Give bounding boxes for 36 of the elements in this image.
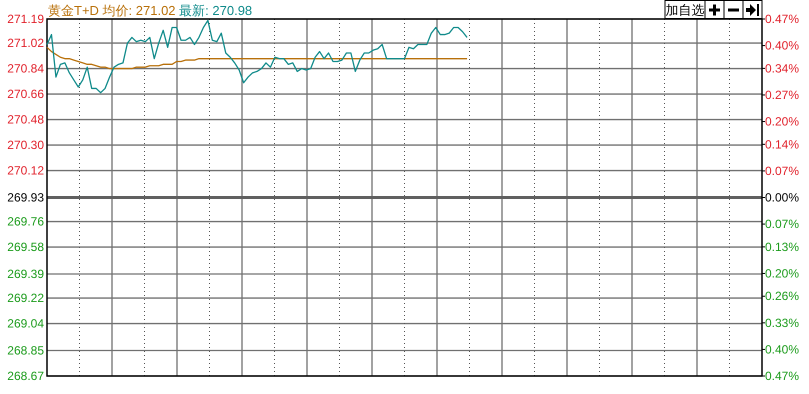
text: 最新: 270.98 bbox=[179, 3, 252, 18]
y-tick-label: 270.12 bbox=[7, 164, 44, 178]
y-tick-label: 269.58 bbox=[7, 240, 44, 254]
chart-title: 黄金T+D bbox=[48, 3, 99, 18]
line-series bbox=[46, 46, 468, 70]
y-tick-label: 269.04 bbox=[7, 316, 44, 331]
y2-tick-label: 0.14% bbox=[765, 137, 800, 152]
y2-tick-label: 0.20% bbox=[765, 266, 800, 280]
y2-tick-label: 0.20% bbox=[765, 114, 800, 129]
y2-tick-label: 0.40% bbox=[765, 342, 800, 356]
text: 加自选 bbox=[666, 2, 704, 18]
y2-tick-label: 0.26% bbox=[765, 289, 800, 304]
line-series bbox=[46, 20, 468, 94]
y-tick-label: 270.66 bbox=[7, 87, 44, 102]
y-tick-label: 271.19 bbox=[7, 12, 44, 26]
y2-tick-label: 0.00% bbox=[765, 190, 800, 204]
y2-tick-label: 0.07% bbox=[765, 217, 800, 232]
y2-tick-label: 0.33% bbox=[765, 316, 800, 330]
y-tick-label: 270.84 bbox=[7, 62, 44, 76]
y2-tick-label: 0.13% bbox=[765, 240, 800, 254]
y-tick-label: 268.67 bbox=[7, 369, 44, 383]
y2-tick-label: 0.07% bbox=[765, 164, 800, 178]
text: 均价: 271.02 bbox=[102, 3, 176, 18]
y2-tick-label: 0.47% bbox=[765, 12, 800, 26]
y-tick-label: 268.85 bbox=[7, 344, 44, 358]
y-tick-label: 270.48 bbox=[7, 112, 44, 127]
y-tick-label: 271.02 bbox=[7, 36, 44, 50]
y2-tick-label: 0.27% bbox=[765, 88, 800, 102]
y-tick-label: 269.22 bbox=[7, 291, 44, 306]
y-tick-label: 269.39 bbox=[7, 267, 44, 281]
y2-tick-label: 0.47% bbox=[765, 369, 800, 383]
y2-tick-label: 0.40% bbox=[765, 38, 800, 53]
y2-tick-label: 0.34% bbox=[765, 61, 800, 76]
y-tick-label: 269.76 bbox=[7, 214, 44, 229]
y-tick-label: 269.93 bbox=[7, 190, 44, 204]
y-tick-label: 270.30 bbox=[7, 138, 44, 152]
